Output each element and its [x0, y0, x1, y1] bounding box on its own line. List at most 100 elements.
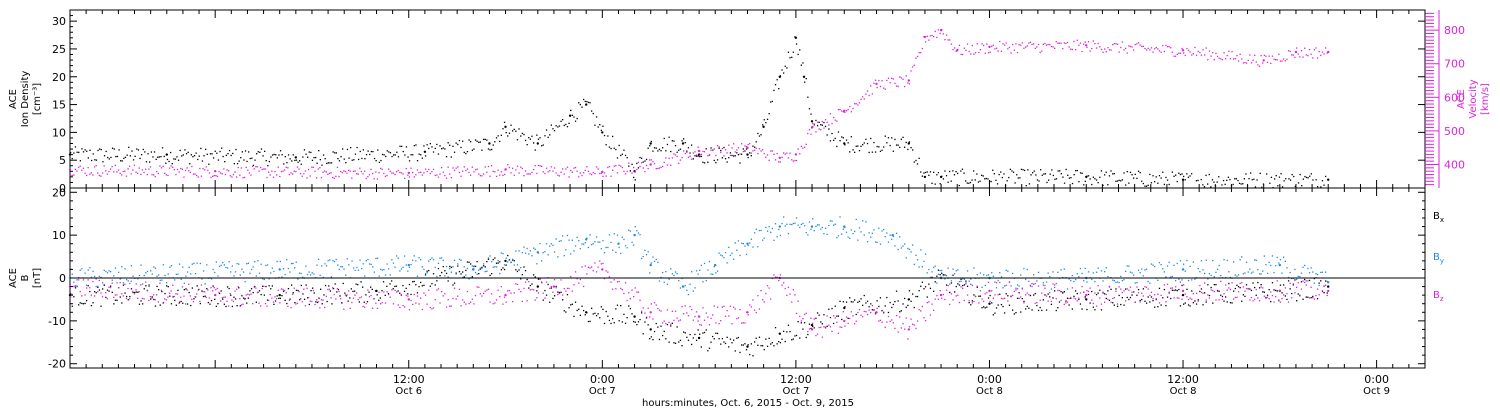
- data-point-series-bot-0: [585, 311, 588, 314]
- series-bot-0-sample: [313, 292, 315, 294]
- series-top-0-sample: [76, 151, 78, 153]
- series-bot-0-sample: [1107, 290, 1109, 292]
- series-bot-2-sample: [1260, 286, 1262, 288]
- series-bot-0-sample: [1028, 307, 1030, 309]
- series-bot-1-sample: [162, 264, 165, 266]
- series-top-1-sample: [78, 166, 80, 169]
- series-bot-0-sample: [1079, 303, 1082, 305]
- series-bot-2-sample: [541, 282, 543, 284]
- series-bot-0-sample: [671, 322, 673, 324]
- series-bot-2-sample: [436, 289, 438, 291]
- series-bot-1-sample: [276, 260, 278, 263]
- series-top-0-sample: [257, 151, 259, 153]
- series-top-0-sample: [887, 137, 890, 139]
- series-top-1-sample: [734, 151, 736, 153]
- series-bot-0-sample: [984, 307, 986, 309]
- series-bot-1-sample: [607, 246, 609, 249]
- series-top-0-sample: [636, 162, 638, 165]
- series-bot-1-sample: [1184, 270, 1186, 272]
- series-top-1-sample: [544, 172, 546, 175]
- series-top-0-sample: [533, 142, 535, 144]
- series-bot-2-sample: [694, 315, 696, 318]
- series-top-1-sample: [1016, 51, 1019, 54]
- series-bot-0-sample: [645, 316, 648, 319]
- series-bot-2-sample: [562, 294, 564, 296]
- series-top-1-sample: [1279, 60, 1282, 62]
- series-top-0-sample: [516, 139, 519, 141]
- series-bot-1-sample: [431, 257, 433, 259]
- series-bot-0-sample: [763, 348, 765, 351]
- series-bot-2-sample: [791, 301, 793, 303]
- series-top-0-sample: [1112, 173, 1114, 175]
- data-point-series-top-0: [907, 142, 910, 145]
- series-bot-1-sample: [521, 252, 523, 254]
- series-bot-2-sample: [232, 300, 235, 303]
- series-top-0-sample: [1207, 183, 1209, 185]
- series-bot-0-sample: [589, 320, 591, 322]
- series-top-1-sample: [397, 169, 399, 172]
- series-bot-0-sample: [955, 285, 957, 288]
- series-top-0-sample: [562, 119, 564, 121]
- series-bot-0-sample: [595, 315, 598, 317]
- series-bot-2-sample: [568, 287, 570, 290]
- data-point-series-top-0: [810, 120, 814, 123]
- series-bot-2-sample: [913, 324, 915, 326]
- series-bot-0-sample: [441, 271, 443, 274]
- series-bot-0-sample: [137, 291, 139, 293]
- series-bot-1-sample: [533, 247, 535, 249]
- series-bot-2-sample: [109, 286, 112, 289]
- series-top-1-sample: [252, 165, 254, 167]
- series-top-0-sample: [1283, 180, 1285, 182]
- series-top-1-sample: [405, 167, 407, 170]
- series-bot-1-sample: [404, 255, 406, 257]
- series-top-1-sample: [224, 173, 227, 176]
- series-bot-1-sample: [234, 271, 237, 273]
- series-top-1-sample: [974, 52, 977, 54]
- series-bot-0-sample: [439, 275, 441, 277]
- series-bot-2-sample: [457, 295, 459, 297]
- series-bot-0-sample: [436, 280, 438, 282]
- series-bot-2-sample: [641, 310, 643, 312]
- series-bot-1-sample: [1304, 264, 1306, 267]
- series-top-1-sample: [93, 166, 96, 168]
- series-top-1-sample: [301, 175, 303, 177]
- series-top-0-sample: [950, 180, 952, 182]
- series-top-0-sample: [346, 148, 349, 151]
- data-point-series-bot-0: [649, 328, 652, 331]
- series-bot-0-sample: [612, 318, 614, 320]
- series-bot-2-sample: [229, 293, 231, 295]
- series-bot-1-sample: [367, 258, 369, 261]
- series-bot-1-sample: [489, 255, 491, 257]
- series-bot-0-sample: [834, 305, 836, 307]
- series-top-0-sample: [589, 102, 591, 104]
- series-bot-2-sample: [668, 321, 670, 323]
- series-bot-1-sample: [76, 286, 78, 288]
- series-bot-1-sample: [486, 270, 488, 272]
- series-top-0-sample: [507, 135, 509, 137]
- series-bot-0-sample: [92, 302, 94, 304]
- series-top-0-sample: [177, 159, 180, 161]
- series-top-0-sample: [757, 132, 759, 135]
- series-bot-1-sample: [786, 223, 788, 225]
- series-top-0-sample: [618, 144, 620, 147]
- series-top-0-sample: [600, 129, 602, 131]
- series-top-1-sample: [207, 169, 209, 172]
- series-bot-2-sample: [439, 302, 441, 304]
- series-top-1-sample: [117, 169, 120, 171]
- series-bot-2-sample: [1254, 298, 1256, 301]
- series-top-1-sample: [202, 168, 204, 170]
- series-bot-0-sample: [1054, 290, 1056, 292]
- series-top-0-sample: [332, 151, 334, 153]
- series-bot-1-sample: [204, 283, 206, 285]
- series-top-1-sample: [271, 170, 273, 172]
- velocity-tick-label: 700: [1444, 58, 1465, 71]
- series-bot-0-sample: [226, 286, 229, 288]
- series-bot-0-sample: [1184, 302, 1186, 304]
- series-top-0-sample: [305, 153, 307, 155]
- series-top-1-sample: [728, 144, 730, 146]
- series-top-0-sample: [1128, 182, 1130, 184]
- series-top-0-sample: [82, 151, 85, 153]
- series-top-1-sample: [450, 177, 452, 179]
- series-top-0-sample: [136, 148, 138, 150]
- series-bot-2-sample: [739, 309, 741, 311]
